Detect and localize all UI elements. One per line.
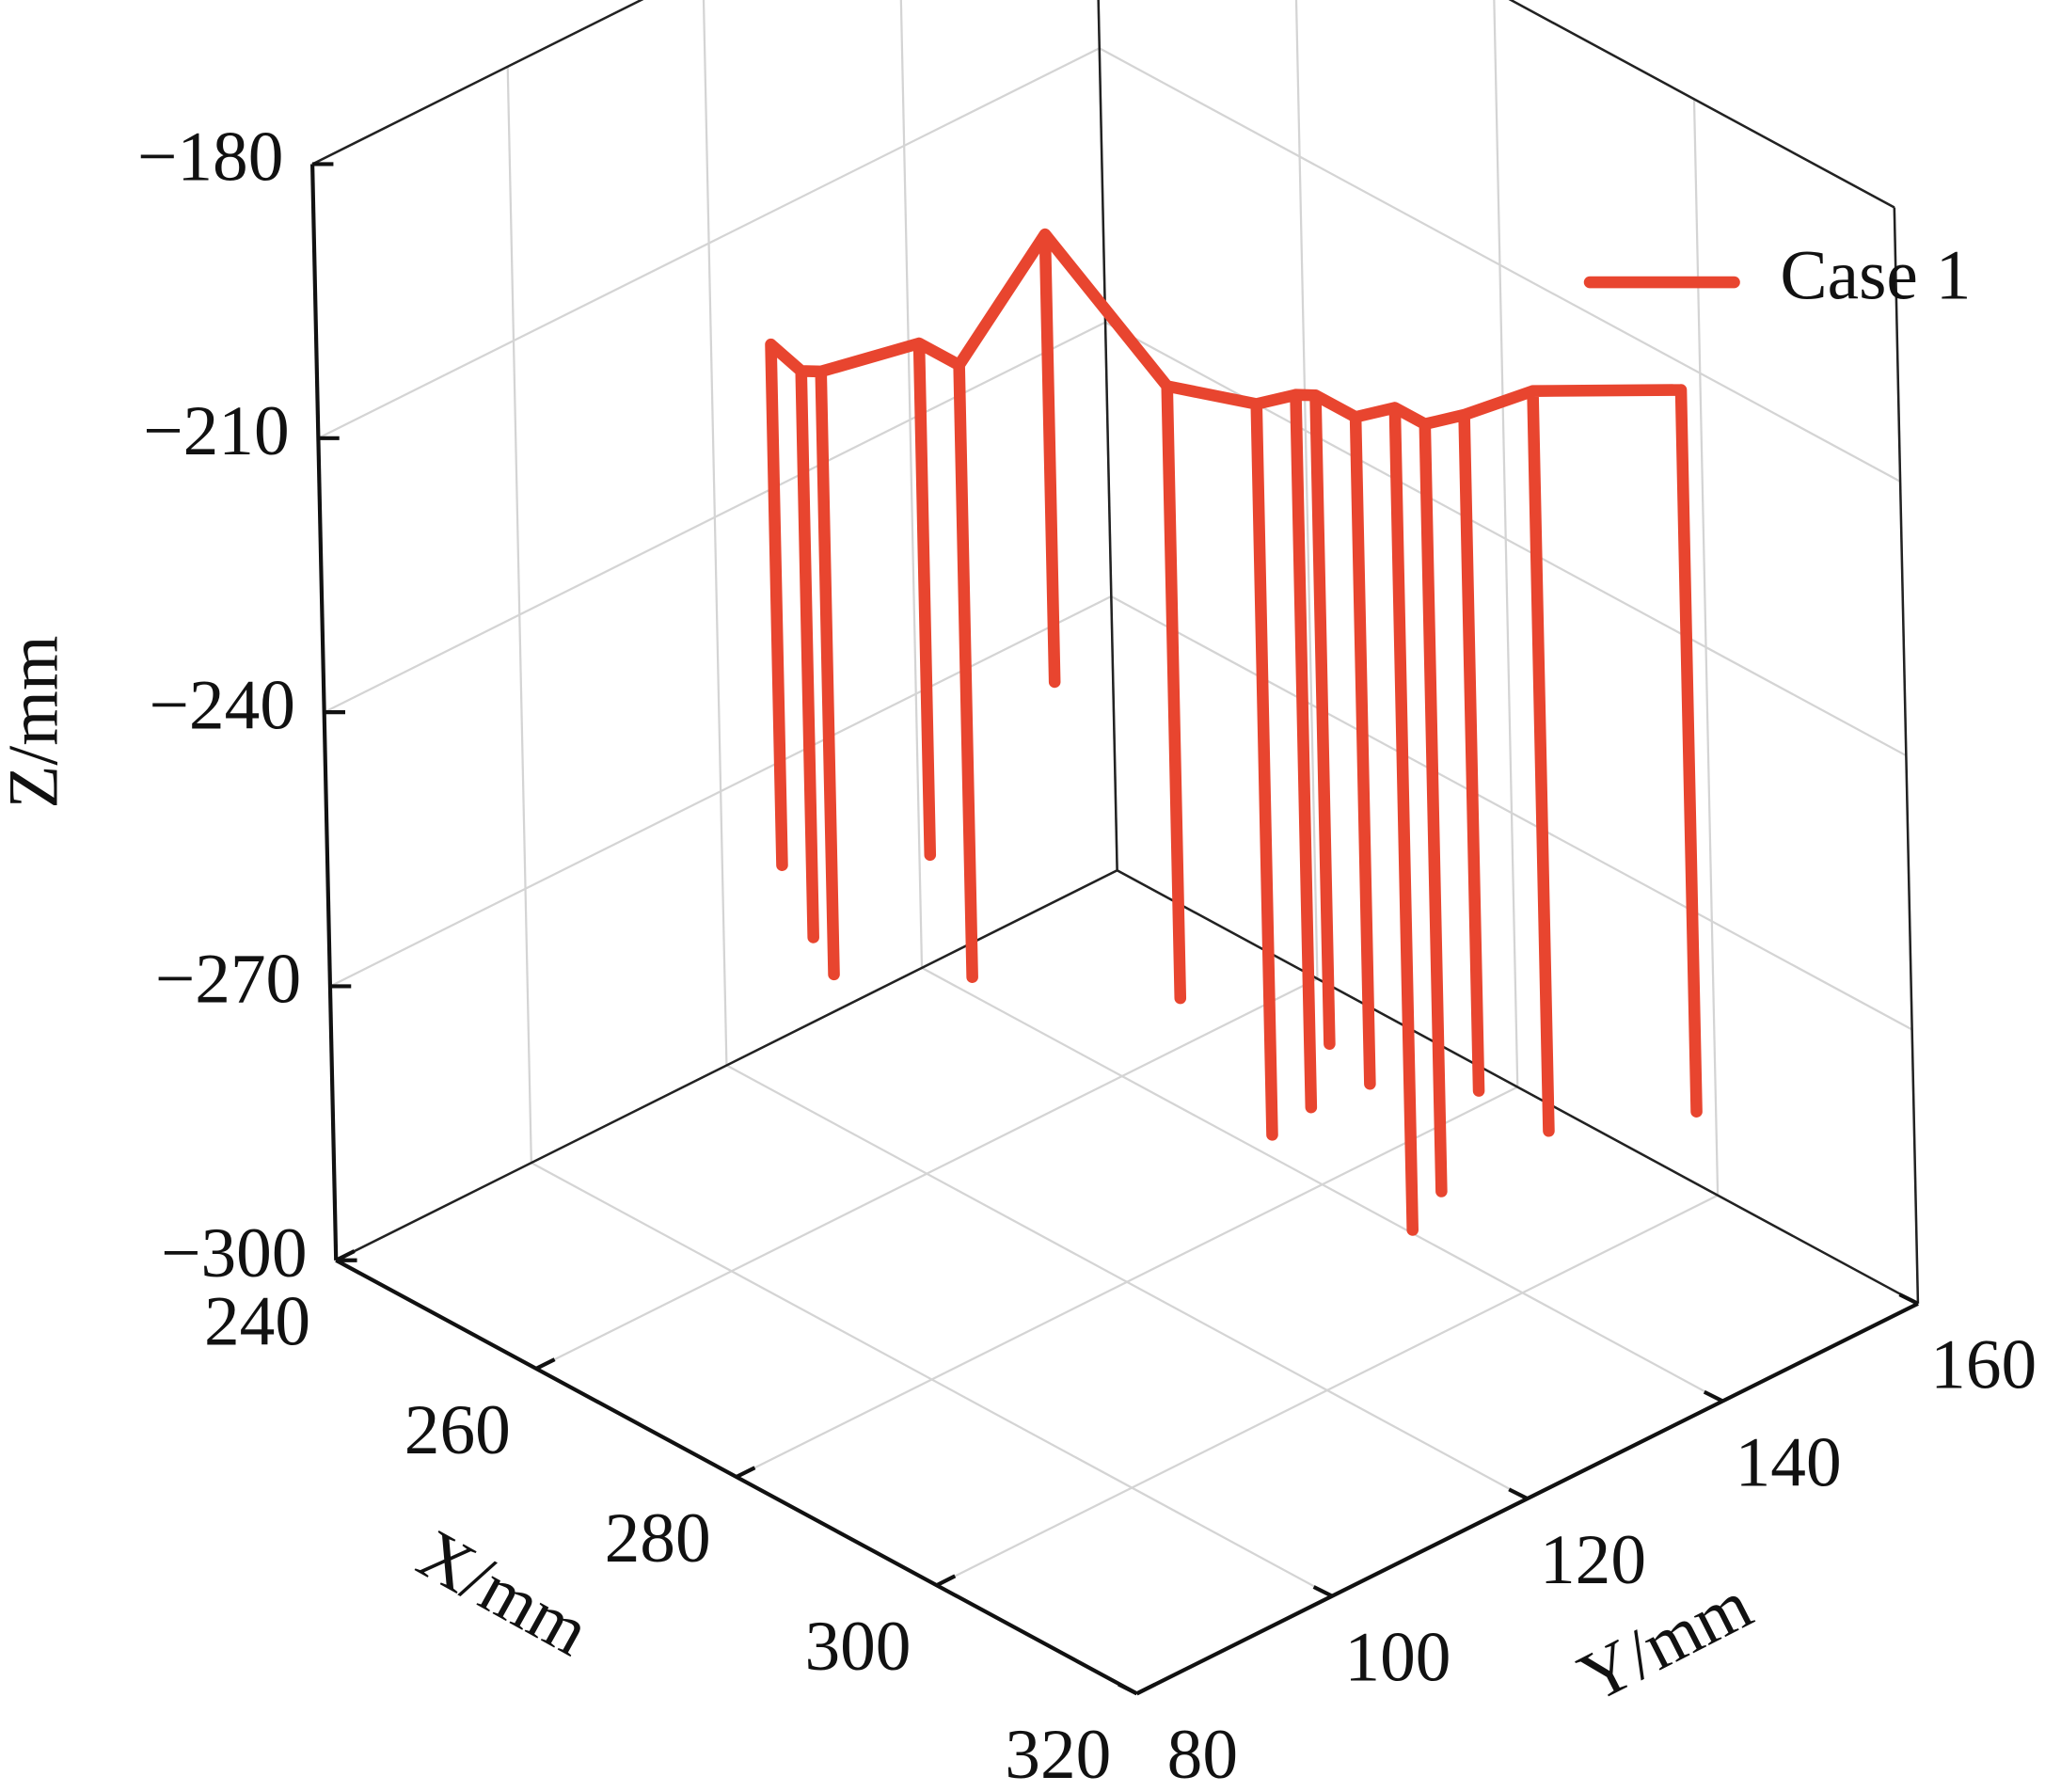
x-tick-label: 320 <box>1005 1716 1111 1792</box>
y-tick <box>1703 1389 1724 1403</box>
y-tick-label: 140 <box>1736 1423 1842 1501</box>
grid-line <box>921 966 1723 1403</box>
grid-line <box>329 595 1112 988</box>
x-tick <box>935 1574 957 1588</box>
x-tick-label: 300 <box>804 1608 911 1686</box>
x-tick-label: 240 <box>204 1283 310 1361</box>
x-tick-label: 260 <box>404 1391 511 1469</box>
y-tick <box>1118 1682 1138 1696</box>
z-tick-label: −180 <box>137 119 284 197</box>
data-line <box>765 228 1703 1236</box>
grid-line <box>311 0 644 166</box>
y-tick-label: 80 <box>1167 1716 1238 1792</box>
z-axis-label: Z/mm <box>0 635 73 808</box>
box-edge <box>1097 0 1118 871</box>
legend-label: Case 1 <box>1780 236 1971 314</box>
box-edge <box>1893 207 1920 1304</box>
z-tick-label: −210 <box>143 392 290 470</box>
grid-line <box>1099 47 1901 483</box>
z-tick-label: −300 <box>161 1214 308 1292</box>
grid-line <box>531 1162 1333 1597</box>
y-tick-label: 120 <box>1540 1521 1646 1599</box>
y-tick <box>1508 1487 1529 1500</box>
grid-line <box>725 1064 1529 1500</box>
x-tick <box>1135 1682 1157 1696</box>
grid-line <box>1104 321 1907 757</box>
x-tick <box>735 1466 756 1479</box>
grid-line <box>702 0 728 1066</box>
z-tick-label: −270 <box>155 941 302 1019</box>
x-tick <box>535 1357 556 1371</box>
box-edge <box>1508 0 1895 209</box>
box-edge <box>311 0 644 166</box>
grid-line <box>1110 595 1913 1031</box>
grid-line <box>324 321 1106 714</box>
x-tick-label: 280 <box>605 1499 711 1578</box>
y-tick <box>1312 1585 1334 1598</box>
y-tick <box>1898 1292 1919 1306</box>
box-edge <box>1117 869 1919 1305</box>
x-axis-label: X/mm <box>405 1515 602 1672</box>
y-tick-label: 160 <box>1930 1326 2037 1404</box>
z-tick-label: −240 <box>149 666 295 744</box>
box-edge <box>335 869 1118 1261</box>
grid-line <box>317 47 1101 439</box>
y-tick-label: 100 <box>1344 1619 1451 1697</box>
